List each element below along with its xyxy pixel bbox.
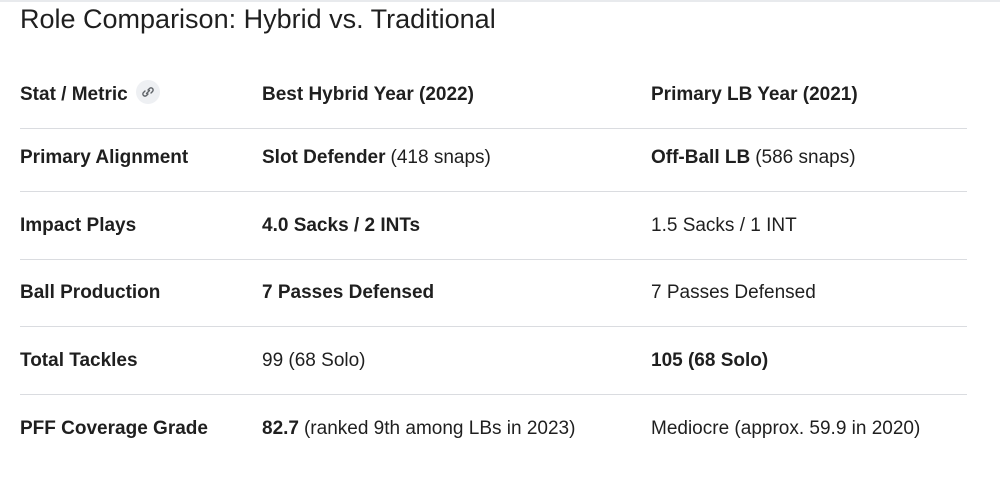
cell-text: 82.7 — [262, 417, 299, 439]
cell-text: (ranked 9th among LBs in 2023) — [303, 417, 576, 439]
cell-text: Best Hybrid Year (2022) — [262, 83, 474, 105]
cell-text: 7 Passes Defensed — [651, 281, 816, 303]
cell-text: 1.5 Sacks / 1 INT — [651, 214, 797, 236]
table-cell: Primary LB Year (2021) — [651, 61, 858, 128]
table-row: Primary Alignment Slot Defender (418 snaps… — [20, 124, 967, 192]
table-row: Impact Plays 4.0 Sacks / 2 INTs 1.5 Sacks … — [20, 192, 967, 260]
cell-text: Slot Defender — [262, 146, 386, 168]
cell-text: Mediocre (approx. 59.9 in 2020) — [651, 417, 921, 439]
cell-text: 105 (68 Solo) — [651, 349, 769, 371]
table-cell: Ball Production — [20, 259, 160, 326]
cell-text: PFF Coverage Grade — [20, 417, 208, 439]
cell-text: Ball Production — [20, 281, 161, 303]
table-cell: 82.7 (ranked 9th among LBs in 2023) — [262, 395, 575, 462]
cell-text: (418 snaps) — [390, 146, 491, 168]
table-cell: 105 (68 Solo) — [651, 327, 768, 394]
cell-text: Primary Alignment — [20, 146, 189, 168]
table-cell: Total Tackles — [20, 327, 138, 394]
cell-text: Stat / Metric — [20, 83, 128, 105]
table-cell: Primary Alignment — [20, 124, 188, 191]
top-border — [0, 0, 1000, 2]
table-cell: Mediocre (approx. 59.9 in 2020) — [651, 395, 920, 462]
table-cell: 7 Passes Defensed — [651, 259, 816, 326]
table-cell: Best Hybrid Year (2022) — [262, 61, 474, 128]
table-cell: Slot Defender (418 snaps) — [262, 124, 491, 191]
table-cell: PFF Coverage Grade — [20, 395, 208, 462]
table-cell: 99 (68 Solo) — [262, 327, 366, 394]
link-icon[interactable] — [135, 79, 160, 104]
table-row: PFF Coverage Grade 82.7 (ranked 9th among … — [20, 395, 967, 462]
cell-text: 4.0 Sacks / 2 INTs — [262, 214, 421, 236]
table-cell: Off-Ball LB (586 snaps) — [651, 124, 856, 191]
title: Role Comparison: Hybrid vs. Traditional — [20, 4, 496, 34]
table-cell: 1.5 Sacks / 1 INT — [651, 192, 797, 259]
table-cell: 7 Passes Defensed — [262, 259, 434, 326]
table-row: Total Tackles 99 (68 Solo) 105 (68 Solo) — [20, 327, 967, 395]
table-row: Ball Production 7 Passes Defensed 7 Passes… — [20, 259, 967, 327]
cell-text: Primary LB Year (2021) — [651, 83, 858, 105]
cell-text: (586 snaps) — [755, 146, 856, 168]
table-cell: Stat / Metric — [20, 61, 160, 128]
header-row: Stat / Metric Best Hybrid Year (2022) Prim… — [20, 61, 967, 129]
cell-text: Total Tackles — [20, 349, 138, 371]
cell-text: 7 Passes Defensed — [262, 281, 435, 303]
table-cell: 4.0 Sacks / 2 INTs — [262, 192, 420, 259]
cell-text: Impact Plays — [20, 214, 137, 236]
cell-text: Off-Ball LB — [651, 146, 751, 168]
table-cell: Impact Plays — [20, 192, 136, 259]
cell-text: 99 (68 Solo) — [262, 349, 366, 371]
